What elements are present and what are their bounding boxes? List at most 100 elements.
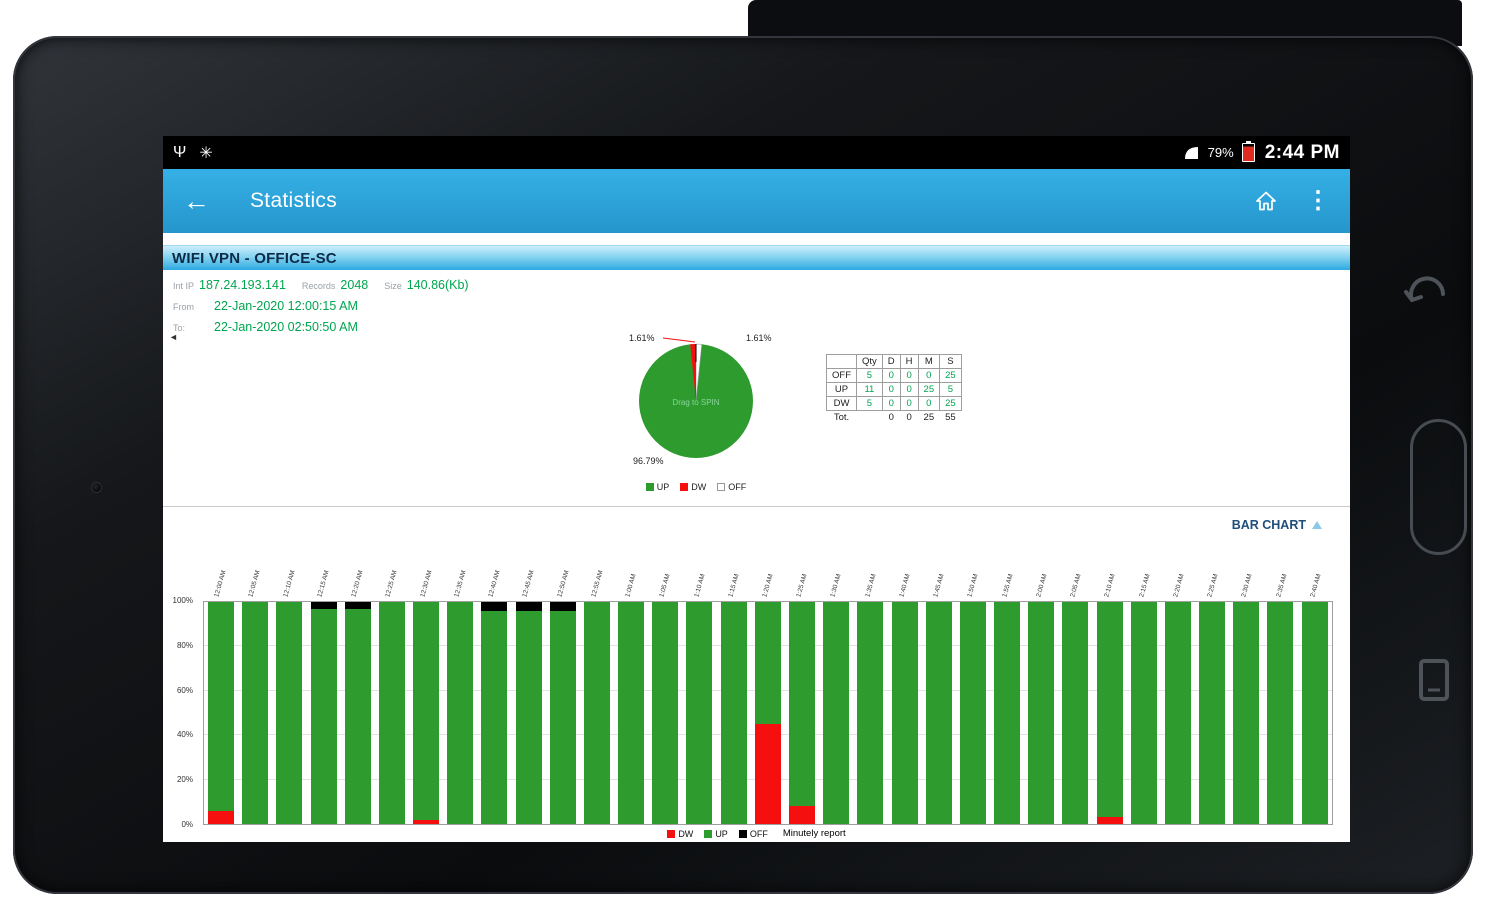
- device-home-button[interactable]: [1410, 419, 1467, 555]
- up-segment: [583, 602, 610, 824]
- up-segment: [276, 602, 303, 824]
- x-tick-label: 12:15 AM: [316, 569, 331, 598]
- y-axis-labels: 0% 20% 40% 60% 80% 100%: [163, 596, 197, 829]
- stacked-bar: [891, 602, 918, 824]
- x-tick-label: 1:50 AM: [966, 573, 981, 598]
- up-segment: [959, 602, 986, 824]
- overflow-menu-icon[interactable]: ⋮: [1306, 187, 1330, 214]
- int-ip-label: Int IP: [173, 281, 195, 291]
- up-segment: [1301, 602, 1328, 824]
- device-recent-apps-icon[interactable]: [1413, 656, 1457, 706]
- y-tick-label: 0%: [181, 820, 193, 829]
- pie-legend: UP DW OFF: [593, 482, 799, 492]
- home-icon[interactable]: [1254, 189, 1278, 213]
- stacked-bar: [242, 602, 269, 824]
- y-tick-label: 100%: [172, 596, 193, 605]
- stacked-bar: [1233, 602, 1260, 824]
- stacked-bar: [686, 602, 713, 824]
- from-label: From: [173, 302, 194, 312]
- stacked-bar: [754, 602, 781, 824]
- x-tick-label: 1:10 AM: [692, 573, 707, 598]
- stacked-bar: [1096, 602, 1123, 824]
- up-segment: [1096, 602, 1123, 818]
- pie-label-up: 96.79%: [633, 456, 664, 466]
- x-tick-label: 2:20 AM: [1172, 573, 1186, 598]
- up-segment: [310, 608, 337, 824]
- up-segment: [1233, 602, 1260, 824]
- dw-segment: [1096, 817, 1123, 824]
- info-line-to: To: 22-Jan-2020 02:50:50 AM: [173, 317, 1350, 338]
- x-tick-label: 1:30 AM: [829, 573, 844, 598]
- stacked-bar: [481, 602, 508, 824]
- up-segment: [1267, 602, 1294, 824]
- up-segment: [481, 610, 508, 824]
- x-tick-label: 1:00 AM: [624, 573, 638, 598]
- x-tick-label: 12:10 AM: [281, 569, 297, 598]
- x-tick-label: 2:05 AM: [1069, 573, 1083, 598]
- off-segment: [310, 602, 337, 609]
- stacked-bar: [857, 602, 884, 824]
- up-segment: [447, 602, 474, 824]
- x-tick-label: 1:55 AM: [1000, 573, 1015, 598]
- x-tick-label: 12:05 AM: [247, 569, 262, 598]
- size-value: 140.86(Kb): [406, 278, 469, 292]
- clock: 2:44 PM: [1264, 141, 1340, 163]
- x-tick-label: 12:35 AM: [453, 569, 468, 598]
- pie-legend-dw: DW: [680, 482, 706, 492]
- stacked-bar: [1130, 602, 1157, 824]
- off-segment: [481, 602, 508, 611]
- x-tick-label: 12:40 AM: [487, 569, 502, 598]
- pie-legend-up: UP: [645, 482, 669, 492]
- off-swatch: [717, 483, 726, 491]
- stacked-bar: [515, 602, 542, 824]
- x-tick-label: 2:00 AM: [1035, 573, 1049, 598]
- up-segment: [652, 602, 679, 824]
- info-line-from: From 22-Jan-2020 12:00:15 AM: [173, 296, 1350, 317]
- up-segment: [378, 602, 405, 824]
- up-segment: [515, 610, 542, 824]
- records-value: 2048: [340, 278, 369, 292]
- to-label: To:: [173, 323, 186, 333]
- off-swatch: [738, 829, 747, 838]
- page-title: Statistics: [250, 189, 338, 212]
- table-row: OFF 5 0 0 0 25: [826, 368, 962, 383]
- stacked-bar: [925, 602, 952, 824]
- device-back-icon[interactable]: [1396, 258, 1456, 318]
- stacked-bar: [789, 602, 815, 824]
- up-segment: [242, 602, 269, 824]
- x-tick-label: 12:20 AM: [350, 569, 365, 598]
- up-segment: [1062, 602, 1089, 824]
- x-tick-label: 2:40 AM: [1309, 573, 1323, 598]
- up-segment: [618, 602, 645, 824]
- dw-segment: [413, 819, 440, 824]
- up-segment: [789, 602, 815, 807]
- x-tick-label: 12:45 AM: [521, 569, 536, 598]
- stacked-bar: [720, 602, 747, 824]
- section-collapse-icon[interactable]: ◄: [169, 332, 178, 342]
- bar-chart-toggle[interactable]: BAR CHART: [1232, 518, 1322, 532]
- from-value: 22-Jan-2020 12:00:15 AM: [214, 299, 358, 313]
- up-segment: [344, 608, 371, 824]
- x-tick-label: 1:20 AM: [761, 573, 775, 598]
- pie-chart[interactable]: 1.61% 1.61% 96.79% Drag to SPIN: [583, 328, 843, 478]
- stacked-bar: [276, 602, 303, 824]
- up-segment: [686, 602, 713, 824]
- x-tick-label: 1:45 AM: [932, 573, 946, 598]
- y-tick-label: 40%: [176, 730, 193, 740]
- x-tick-label: 1:40 AM: [898, 573, 912, 598]
- up-segment: [1164, 602, 1191, 824]
- x-tick-label: 2:30 AM: [1240, 573, 1254, 598]
- up-segment: [925, 602, 952, 824]
- connection-header: WIFI VPN - OFFICE-SC: [163, 245, 1350, 270]
- wifi-signal-icon: [1184, 147, 1198, 159]
- battery-icon: [1241, 141, 1255, 162]
- pie-label-off: 1.61%: [746, 333, 772, 343]
- stacked-bar: [1301, 602, 1328, 824]
- section-divider: [163, 506, 1350, 507]
- up-segment: [720, 602, 747, 824]
- stacked-bar: [1199, 602, 1226, 824]
- bars: [204, 602, 1332, 824]
- x-tick-label: 12:55 AM: [590, 569, 605, 598]
- bar-legend-off: OFF: [738, 829, 768, 839]
- back-button[interactable]: ←: [183, 185, 210, 216]
